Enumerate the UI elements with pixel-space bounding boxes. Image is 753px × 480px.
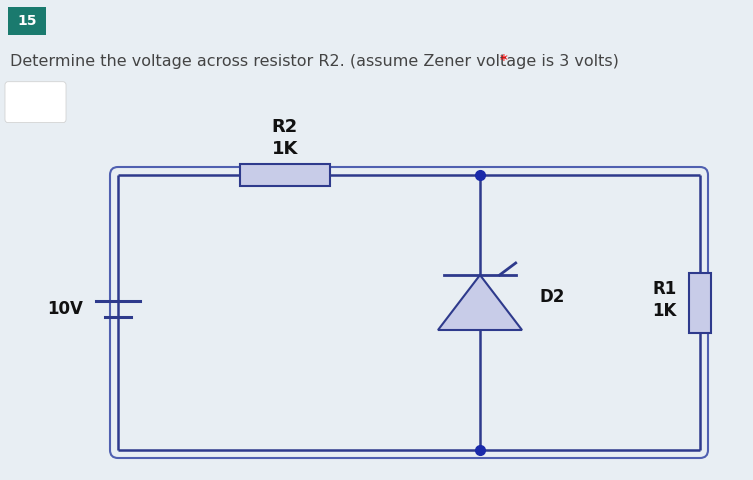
Text: R2: R2 [272,118,298,136]
Text: 10V: 10V [47,300,83,317]
Text: 1K: 1K [653,301,677,320]
Text: 15: 15 [17,14,37,28]
Bar [8,7,46,35]
Text: *: * [500,54,508,69]
Bar [240,164,330,186]
Text: R1: R1 [653,279,677,298]
Polygon shape [438,275,522,330]
Bar [689,273,711,333]
FancyBboxPatch shape [5,82,66,122]
Text: D2: D2 [540,288,566,307]
Text: Determine the voltage across resistor R2. (assume Zener voltage is 3 volts): Determine the voltage across resistor R2… [10,54,624,69]
Text: 1K: 1K [272,140,298,158]
